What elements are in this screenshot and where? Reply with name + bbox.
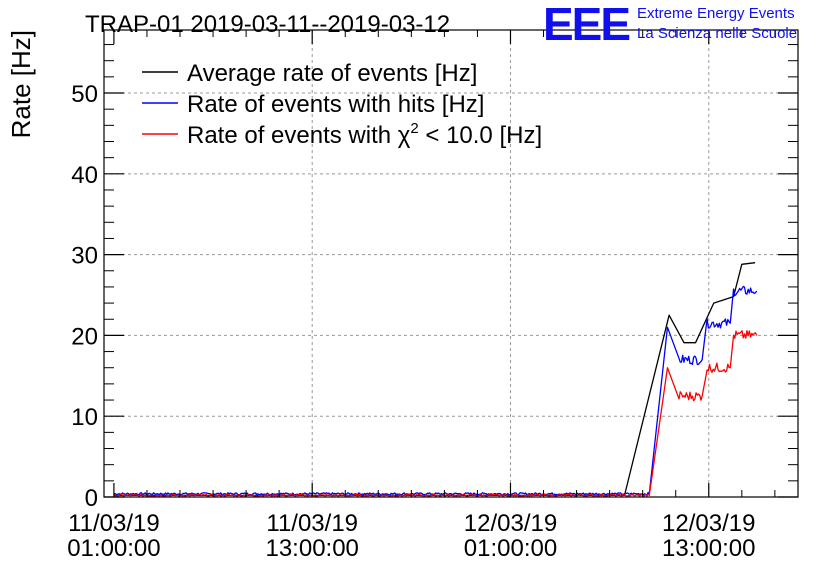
x-tick-label-date: 11/03/19 [68,510,160,537]
legend-entry-average: Average rate of events [Hz] [187,60,477,87]
x-tick-label-time: 01:00:00 [67,535,160,562]
x-tick-label-date: 12/03/19 [464,510,557,537]
y-axis-label: Rate [Hz] [6,30,36,138]
x-tick-label-time: 01:00:00 [464,535,557,562]
legend: Average rate of events [Hz] Rate of even… [142,60,542,149]
y-tick-label: 20 [71,323,98,350]
y-tick-label: 40 [71,162,98,189]
legend-entry-chi2: Rate of events with χ2 < 10.0 [Hz] [187,120,542,149]
x-tick-label-time: 13:00:00 [662,535,755,562]
legend-entry-hits: Rate of events with hits [Hz] [187,91,484,118]
y-tick-label: 10 [71,404,98,431]
series-layer [113,262,758,498]
x-tick-label-date: 12/03/19 [662,510,755,537]
x-tick-label-time: 13:00:00 [265,535,358,562]
axis-ticks: 0102030405011/03/1901:00:0011/03/1913:00… [67,30,798,562]
series-line-hits [113,285,758,496]
chart-title: TRAP-01 2019-03-11--2019-03-12 [85,11,450,38]
plot-frame [103,29,799,498]
legend-chi2-prefix: Rate of events with χ [187,122,411,149]
grid-lines [104,30,798,497]
x-tick-label-date: 11/03/19 [266,510,358,537]
legend-chi2-suffix: < 10.0 [Hz] [419,122,542,149]
series-line-chi2 [113,330,758,498]
logo-line1: Extreme Energy Events [637,5,795,22]
eee-logo: EEE Extreme Energy Events La Scienza nel… [543,0,797,50]
series-line-average [113,262,756,497]
logo-line2: La Scienza nelle Scuole [637,25,797,42]
y-tick-label: 30 [71,243,98,270]
logo-mark: EEE [543,0,629,50]
legend-chi2-superscript: 2 [410,120,418,137]
y-tick-label: 0 [85,485,98,512]
y-tick-label: 50 [71,81,98,108]
